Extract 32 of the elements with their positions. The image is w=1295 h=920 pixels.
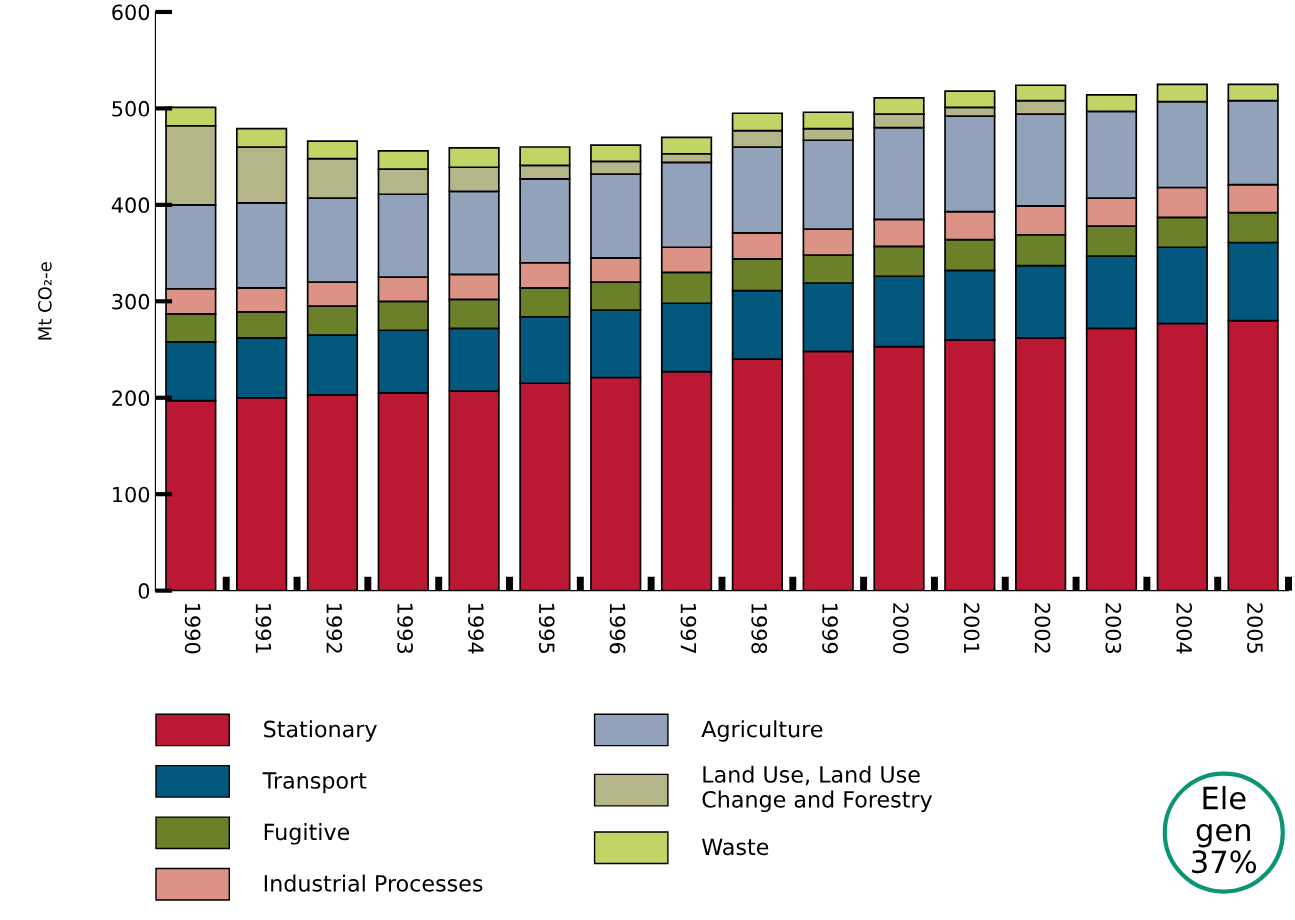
y-axis-title: Mt CO₂-e: [38, 262, 52, 340]
x-tick-label: 1996: [609, 604, 626, 654]
y-tick-label: 100: [113, 486, 150, 503]
x-tick-label: 1998: [751, 604, 768, 654]
y-tick-label: 200: [112, 390, 150, 406]
x-tick-label: 2005: [1247, 603, 1263, 653]
x-tick-label: 2000: [892, 603, 909, 654]
x-tick-label: 2004: [1176, 603, 1193, 654]
text: Ele gen 37%: [1192, 785, 1257, 874]
y-tick-label: 0: [138, 583, 150, 599]
x-tick-label: 1990: [184, 604, 201, 654]
x-tick-label: 2003: [1105, 603, 1122, 654]
legend-label: Waste: [701, 838, 769, 856]
x-tick-label: 1993: [397, 604, 413, 654]
y-tick-label: 500: [112, 100, 150, 117]
legend-label: Land Use, Land Use Change and Forestry: [702, 765, 933, 813]
legend-label: Stationary: [264, 720, 377, 742]
x-tick-label: 1997: [680, 604, 697, 653]
legend-label: Transport: [262, 772, 367, 794]
x-tick-label: 1995: [538, 604, 555, 653]
legend-label: Agriculture: [701, 720, 823, 742]
legend-label: Industrial Processes: [264, 874, 483, 892]
x-tick-label: 1994: [468, 604, 484, 654]
y-tick-label: 300: [112, 293, 150, 310]
x-tick-label: 1991: [255, 604, 272, 653]
y-tick-label: 600: [112, 4, 150, 21]
y-tick-label: 400: [111, 197, 150, 214]
x-tick-label: 1992: [326, 604, 343, 653]
x-tick-label: 2002: [1034, 603, 1051, 653]
x-tick-label: 1999: [822, 604, 838, 654]
legend-label: Fugitive: [264, 823, 350, 845]
x-tick-label: 2001: [963, 603, 980, 653]
